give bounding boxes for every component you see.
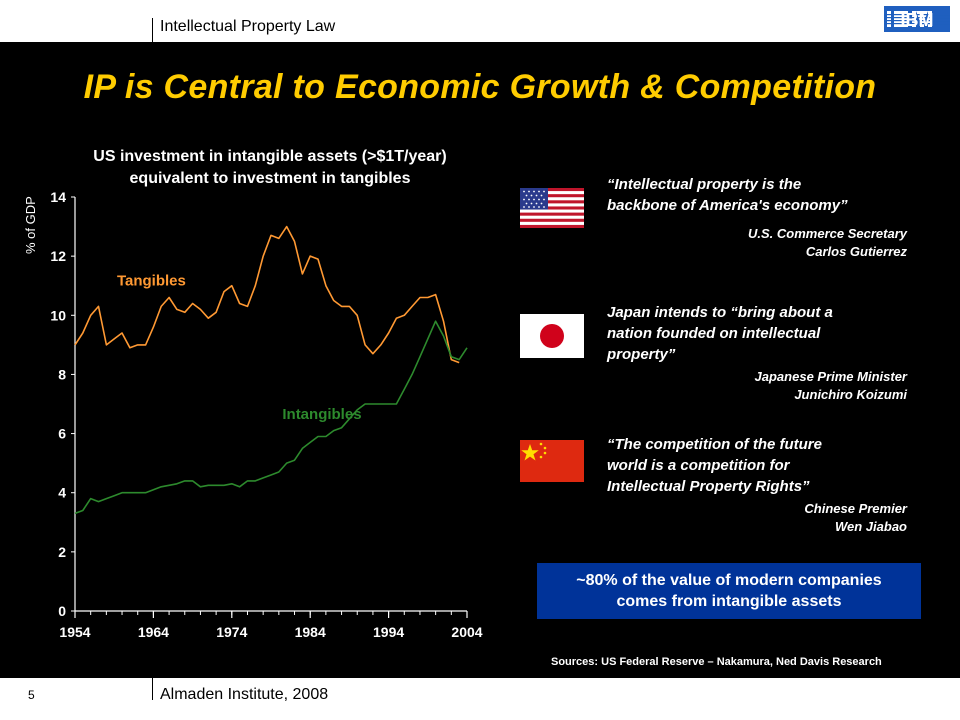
attribution-japan: Japanese Prime Minister Junichiro Koizum…	[587, 368, 907, 404]
callout-line2: comes from intangible assets	[616, 593, 842, 610]
quote-china-line2: world is a competition for	[607, 457, 790, 474]
attribution-japan-line1: Japanese Prime Minister	[754, 369, 907, 384]
attribution-japan-line2: Junichiro Koizumi	[794, 387, 907, 402]
line-chart: 0 2 4 6 8 10 12 14 1954 1964 1974 1984 1994 2004 Tangi…	[50, 189, 482, 640]
quote-china: “The competition of the future world is …	[607, 434, 917, 497]
x-tick-label: 1994	[373, 624, 404, 640]
attribution-us-line2: Carlos Gutierrez	[805, 244, 907, 259]
x-tick-label: 1984	[295, 624, 326, 640]
quote-japan-line3: property”	[607, 346, 676, 363]
ibm-logo: IBM	[884, 6, 950, 32]
y-tick-label: 8	[58, 366, 66, 382]
chart-title-line2: equivalent to investment in tangibles	[129, 170, 411, 187]
ibm-logo-text: IBM	[901, 10, 934, 30]
y-tick-label: 2	[58, 544, 66, 560]
china-flag-icon	[520, 440, 584, 482]
x-tick-label: 2004	[451, 624, 482, 640]
series-label-intangibles: Intangibles	[282, 406, 361, 423]
quote-japan: Japan intends to “bring about a nation f…	[607, 302, 917, 365]
page-number: 5	[28, 688, 35, 702]
header-divider	[152, 18, 153, 42]
slide-title: IP is Central to Economic Growth & Compe…	[83, 68, 877, 106]
callout-box: ~80% of the value of modern companies co…	[537, 563, 921, 619]
quote-japan-line2: nation founded on intellectual	[607, 325, 821, 342]
y-tick-label: 4	[58, 485, 66, 501]
x-tick-label: 1954	[59, 624, 90, 640]
series-line-tangibles	[74, 225, 460, 364]
quote-us: “Intellectual property is the backbone o…	[607, 174, 917, 216]
us-flag-icon	[520, 188, 584, 228]
y-tick-label: 0	[58, 603, 66, 619]
series-line-intangibles	[74, 320, 468, 515]
sources-note: Sources: US Federal Reserve – Nakamura, …	[551, 656, 882, 668]
quote-japan-line1: Japan intends to “bring about a	[607, 304, 833, 321]
quote-china-line3: Intellectual Property Rights”	[607, 478, 810, 495]
quote-china-line1: “The competition of the future	[607, 436, 822, 453]
chart-title: US investment in intangible assets (>$1T…	[40, 146, 500, 190]
callout-line1: ~80% of the value of modern companies	[576, 572, 882, 589]
attribution-us-line1: U.S. Commerce Secretary	[748, 226, 907, 241]
chart-title-line1: US investment in intangible assets (>$1T…	[93, 148, 447, 165]
attribution-china: Chinese Premier Wen Jiabao	[587, 500, 907, 536]
japan-flag-icon	[520, 314, 584, 358]
course-title: Intellectual Property Law	[160, 18, 336, 35]
header-bar: Intellectual Property Law IBM	[0, 0, 960, 42]
x-tick-label: 1974	[216, 624, 247, 640]
x-tick-label: 1964	[138, 624, 169, 640]
quote-us-line1: “Intellectual property is the	[607, 176, 802, 193]
y-tick-label: 10	[50, 307, 66, 323]
series-label-tangibles: Tangibles	[117, 273, 186, 290]
y-tick-label: 12	[50, 248, 66, 264]
y-tick-label: 14	[50, 189, 66, 205]
attribution-us: U.S. Commerce Secretary Carlos Gutierrez	[587, 225, 907, 261]
quote-us-line2: backbone of America's economy”	[607, 197, 848, 214]
y-tick-label: 6	[58, 426, 66, 442]
attribution-china-line1: Chinese Premier	[804, 501, 907, 516]
footer-divider	[152, 678, 153, 700]
institute-label: Almaden Institute, 2008	[160, 686, 329, 703]
attribution-china-line2: Wen Jiabao	[834, 519, 907, 534]
footer-bar: 5 Almaden Institute, 2008	[0, 678, 960, 720]
